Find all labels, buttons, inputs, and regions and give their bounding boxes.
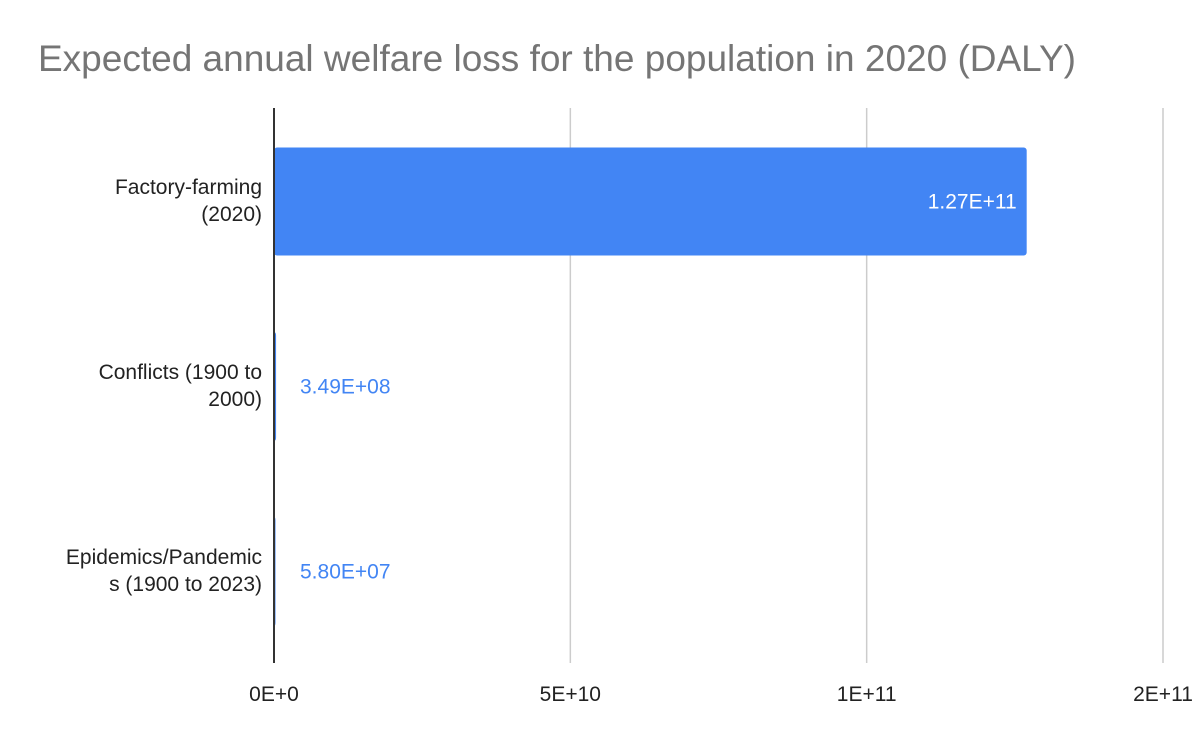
data-label: 5.80E+07 bbox=[300, 561, 391, 584]
bar bbox=[274, 147, 1027, 256]
chart-title: Expected annual welfare loss for the pop… bbox=[38, 38, 1077, 79]
x-tick-labels: 0E+0 5E+10 1E+11 2E+11 bbox=[249, 683, 1193, 706]
category-label: Conflicts (1900 to 2000) bbox=[99, 359, 262, 413]
x-tick-label: 2E+11 bbox=[1133, 683, 1193, 706]
data-labels: 1.27E+11 3.49E+08 5.80E+07 bbox=[300, 191, 1017, 584]
x-tick-label: 5E+10 bbox=[540, 683, 601, 706]
category-label-line: s (1900 to 2023) bbox=[109, 572, 262, 596]
category-label: Epidemics/Pandemic s (1900 to 2023) bbox=[66, 544, 262, 598]
category-label-line: (2020) bbox=[201, 202, 262, 226]
category-label-line: Epidemics/Pandemic bbox=[65, 545, 262, 569]
category-label: Factory-farming (2020) bbox=[115, 174, 262, 228]
x-tick-label: 1E+11 bbox=[837, 683, 897, 706]
category-label-line: Conflicts (1900 to bbox=[98, 360, 262, 384]
data-label: 1.27E+11 bbox=[928, 191, 1017, 214]
category-label-line: Factory-farming bbox=[114, 175, 262, 199]
x-tick-label: 0E+0 bbox=[249, 683, 299, 706]
data-label: 3.49E+08 bbox=[300, 376, 391, 399]
category-label-line: 2000) bbox=[208, 387, 262, 411]
